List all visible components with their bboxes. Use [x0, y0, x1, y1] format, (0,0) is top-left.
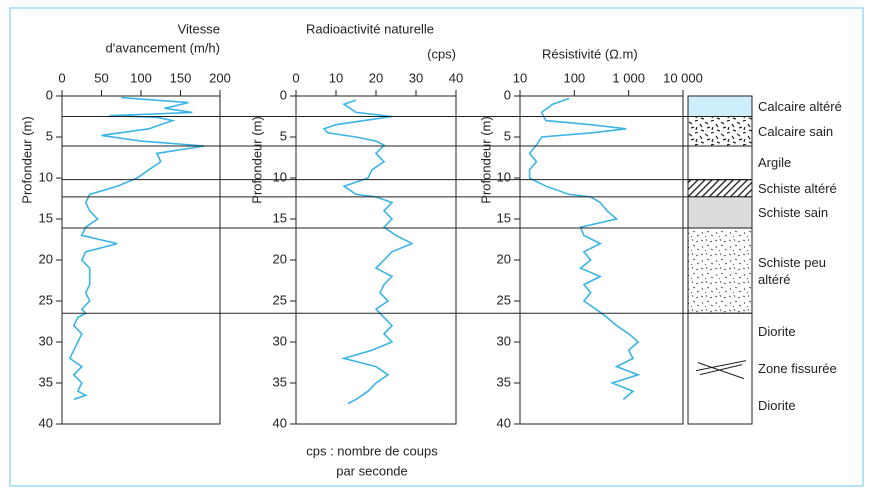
y-tick-label: 35: [39, 374, 53, 389]
x-tick-label: 150: [170, 70, 192, 85]
y-tick-label: 20: [497, 251, 511, 266]
lithology-layer: [687, 116, 753, 147]
layer-labels: Schiste peu altéré: [758, 228, 858, 313]
y-tick-label: 10: [497, 169, 511, 184]
x-tick-label: 10 000: [663, 70, 703, 85]
y-tick-label: 10: [273, 169, 287, 184]
y-tick-label: 0: [280, 87, 287, 102]
layer-labels: Schiste sain: [758, 197, 858, 228]
fissure-symbol: [695, 360, 747, 380]
chart-title: Radioactivité naturelle: [306, 21, 434, 36]
layer-label: Diorite: [758, 324, 796, 340]
y-tick-label: 35: [497, 374, 511, 389]
y-tick-label: 30: [273, 333, 287, 348]
x-tick-label: 10: [329, 70, 343, 85]
plot-frame: [519, 95, 684, 425]
x-tick-label: 0: [58, 70, 65, 85]
y-tick-label: 5: [280, 128, 287, 143]
x-tick-label: 100: [563, 70, 585, 85]
x-tick-label: 50: [94, 70, 108, 85]
y-tick-label: 15: [39, 210, 53, 225]
layer-label: Schiste sain: [758, 204, 829, 220]
x-tick-label: 0: [292, 70, 299, 85]
y-tick-label: 20: [273, 251, 287, 266]
y-axis-label: Profondeur (m): [249, 116, 264, 203]
y-tick-label: 25: [273, 292, 287, 307]
note: cps : nombre de coups: [306, 443, 438, 458]
chart-title: Vitesse: [178, 21, 220, 36]
y-tick-label: 15: [497, 210, 511, 225]
chart-title: Résistivité (Ω.m): [542, 46, 638, 61]
lithology-layer: [687, 196, 753, 229]
lithology-layer: [687, 179, 753, 198]
frame: [9, 7, 864, 487]
y-tick-label: 30: [39, 333, 53, 348]
layer-label: Argile: [758, 155, 792, 171]
plot-frame: [295, 95, 457, 425]
layer-label: Calcaire altéré: [758, 98, 842, 114]
layer-labels: Argile: [758, 146, 858, 180]
lithology-layer: [687, 227, 753, 314]
lithology-layer: [687, 145, 753, 181]
y-axis-label: Profondeur (m): [19, 116, 34, 203]
x-tick-label: 100: [130, 70, 152, 85]
x-tick-label: 1 000: [612, 70, 645, 85]
y-tick-label: 25: [39, 292, 53, 307]
y-tick-label: 20: [39, 251, 53, 266]
chart-title: (cps): [427, 46, 456, 61]
layer-labels: Calcaire altéré: [758, 96, 858, 117]
log-curve: [528, 97, 641, 401]
y-tick-label: 0: [46, 87, 53, 102]
layer-label: Schiste peu altéré: [758, 254, 826, 287]
y-tick-label: 35: [273, 374, 287, 389]
layer-label: Zone fissurée: [758, 361, 837, 377]
log-curve: [322, 99, 414, 405]
y-tick-label: 0: [504, 87, 511, 102]
note: par seconde: [336, 463, 408, 478]
y-tick-label: 5: [504, 128, 511, 143]
log-curve: [68, 96, 205, 401]
layer-label: Schiste altéré: [758, 180, 837, 196]
y-tick-label: 40: [39, 415, 53, 430]
layer-labels: Diorite Zone fissurée Diorite: [758, 313, 858, 424]
layer-label: Calcaire sain: [758, 123, 834, 139]
y-tick-label: 25: [497, 292, 511, 307]
layer-labels: Schiste altéré: [758, 180, 858, 197]
x-tick-label: 30: [409, 70, 423, 85]
x-tick-label: 10: [513, 70, 527, 85]
layer-label: Diorite: [758, 398, 796, 414]
lithology-layer: [687, 312, 753, 425]
lithology-layer: [687, 95, 753, 117]
y-tick-label: 15: [273, 210, 287, 225]
y-tick-label: 10: [39, 169, 53, 184]
x-tick-label: 200: [209, 70, 231, 85]
x-tick-label: 20: [369, 70, 383, 85]
y-tick-label: 5: [46, 128, 53, 143]
layer-labels: Calcaire sain: [758, 117, 858, 147]
y-tick-label: 40: [273, 415, 287, 430]
chart-title: d'avancement (m/h): [106, 40, 220, 55]
y-tick-label: 40: [497, 415, 511, 430]
y-axis-label: Profondeur (m): [478, 116, 493, 203]
y-tick-label: 30: [497, 333, 511, 348]
x-tick-label: 40: [449, 70, 463, 85]
